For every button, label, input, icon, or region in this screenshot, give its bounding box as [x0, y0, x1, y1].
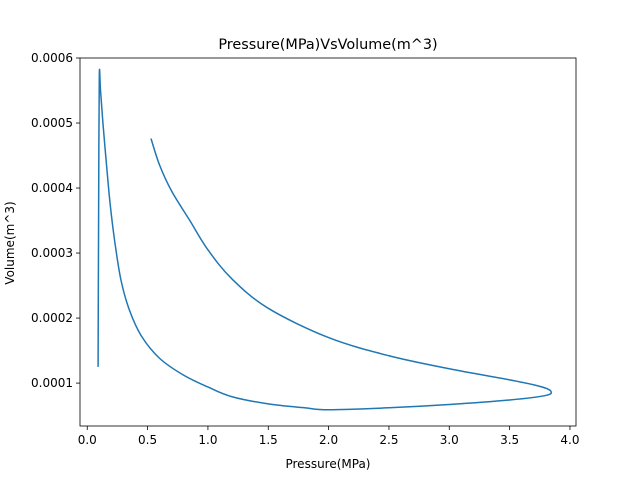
y-axis: 0.0001 0.0002 0.0003 0.0004 0.0005 0.0006	[31, 51, 80, 390]
x-tick-label: 0.5	[138, 433, 157, 447]
x-tick-label: 3.0	[440, 433, 459, 447]
y-tick-label: 0.0001	[31, 376, 73, 390]
y-tick-label: 0.0002	[31, 311, 73, 325]
y-tick-label: 0.0003	[31, 246, 73, 260]
x-tick-label: 4.0	[560, 433, 579, 447]
y-tick-label: 0.0004	[31, 181, 73, 195]
x-tick-label: 3.5	[500, 433, 519, 447]
y-tick-label: 0.0005	[31, 116, 73, 130]
y-tick-label: 0.0006	[31, 51, 73, 65]
x-tick-label: 1.0	[198, 433, 217, 447]
x-tick-label: 0.0	[78, 433, 97, 447]
y-axis-label: Volume(m^3)	[3, 201, 17, 284]
series-layer	[97, 68, 553, 411]
x-tick-label: 2.0	[319, 433, 338, 447]
series-line	[97, 68, 553, 411]
chart-title: Pressure(MPa)VsVolume(m^3)	[218, 37, 437, 53]
x-tick-label: 2.5	[379, 433, 398, 447]
x-tick-label: 1.5	[259, 433, 278, 447]
x-axis: 0.0 0.5 1.0 1.5 2.0 2.5 3.0 3.5 4.0	[78, 426, 580, 447]
plot-frame	[79, 57, 577, 427]
x-axis-label: Pressure(MPa)	[285, 457, 370, 471]
